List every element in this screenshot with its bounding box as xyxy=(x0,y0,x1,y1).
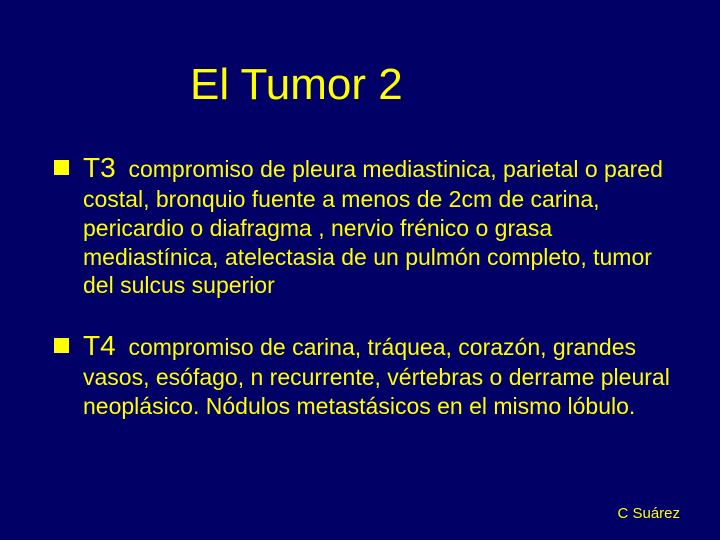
bullet-lead: T4 xyxy=(83,330,116,361)
slide-container: El Tumor 2 T3 compromiso de pleura media… xyxy=(0,0,720,540)
bullet-body: compromiso de pleura mediastinica, parie… xyxy=(83,156,663,298)
bullet-item: T3 compromiso de pleura mediastinica, pa… xyxy=(50,150,670,300)
bullet-item: T4 compromiso de carina, tráquea, corazó… xyxy=(50,328,670,421)
footer-credit: C Suárez xyxy=(617,505,680,522)
bullet-body: compromiso de carina, tráquea, corazón, … xyxy=(83,334,670,419)
bullet-icon xyxy=(54,160,69,175)
bullet-text: T4 compromiso de carina, tráquea, corazó… xyxy=(83,328,670,421)
bullet-icon xyxy=(54,338,69,353)
bullet-lead: T3 xyxy=(83,152,116,183)
slide-title: El Tumor 2 xyxy=(190,60,670,110)
bullet-text: T3 compromiso de pleura mediastinica, pa… xyxy=(83,150,670,300)
